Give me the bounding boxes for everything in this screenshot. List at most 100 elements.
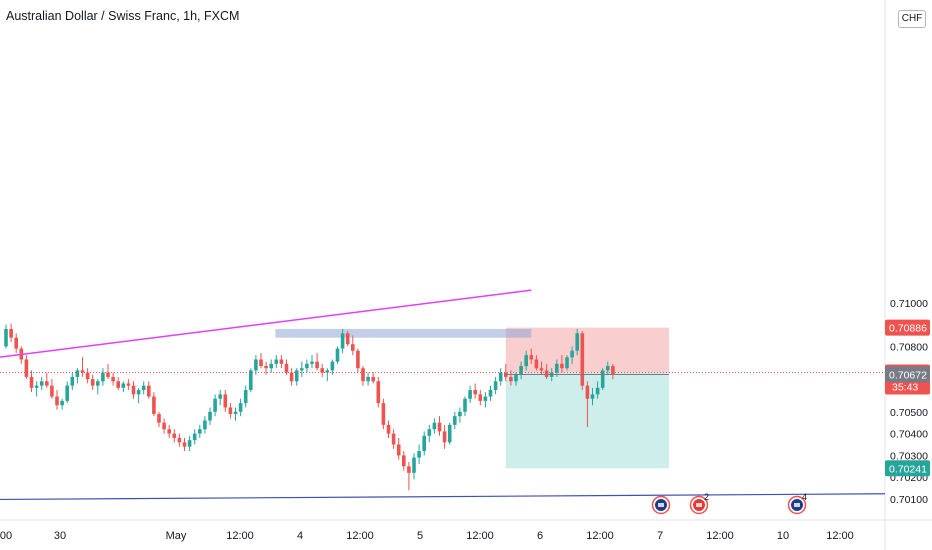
resistance-trendline[interactable] bbox=[0, 289, 532, 358]
candle-body bbox=[172, 433, 177, 438]
candle-body bbox=[447, 424, 452, 443]
candle bbox=[345, 331, 350, 347]
candle bbox=[259, 352, 263, 369]
price-tick-label: 0.70500 bbox=[890, 407, 928, 419]
flag-detail bbox=[696, 503, 702, 507]
candle-body bbox=[493, 381, 498, 390]
candle-body bbox=[34, 385, 39, 388]
candle-body bbox=[320, 368, 324, 373]
candle-body bbox=[407, 466, 411, 473]
candle bbox=[447, 422, 452, 445]
time-tick-label: 12:00 bbox=[826, 530, 854, 542]
price-tick-label: 0.70800 bbox=[890, 341, 928, 353]
candle-body bbox=[243, 390, 248, 404]
risk-zone[interactable] bbox=[505, 327, 669, 373]
candle-body bbox=[223, 394, 228, 408]
candle bbox=[529, 348, 534, 364]
candle bbox=[391, 429, 396, 449]
candle bbox=[488, 385, 493, 401]
candle-body bbox=[177, 437, 182, 443]
candle-body bbox=[473, 390, 477, 395]
candle bbox=[356, 348, 360, 373]
candle-body bbox=[524, 355, 528, 367]
candle-body bbox=[131, 385, 136, 395]
candle bbox=[55, 390, 59, 410]
candle bbox=[85, 368, 90, 384]
candle bbox=[437, 416, 442, 436]
candle-body bbox=[305, 363, 309, 369]
candle bbox=[458, 407, 462, 423]
candle-body bbox=[412, 457, 416, 473]
candle bbox=[96, 379, 100, 395]
candle bbox=[39, 376, 44, 390]
candle bbox=[600, 368, 605, 390]
candle-body bbox=[9, 328, 13, 338]
candle bbox=[4, 324, 8, 349]
stop-price-tag: 0.70241 bbox=[889, 463, 927, 475]
candle-body bbox=[544, 370, 549, 377]
candle bbox=[126, 379, 131, 390]
candle bbox=[233, 407, 238, 421]
candle-body bbox=[136, 390, 141, 395]
candle bbox=[198, 424, 202, 438]
candle bbox=[141, 381, 146, 395]
candle-body bbox=[203, 420, 207, 430]
candle bbox=[238, 398, 243, 417]
candle bbox=[264, 361, 268, 375]
candle bbox=[320, 363, 324, 377]
candle bbox=[442, 424, 447, 449]
candle-body bbox=[147, 385, 151, 397]
candle-body bbox=[70, 376, 75, 386]
time-tick-label: 00 bbox=[0, 530, 12, 542]
candle bbox=[340, 328, 345, 353]
candle bbox=[555, 359, 559, 377]
resistance-zone[interactable] bbox=[275, 328, 532, 338]
candle bbox=[376, 376, 381, 408]
candle-body bbox=[24, 359, 29, 377]
candle-body bbox=[422, 435, 426, 452]
candle-body bbox=[264, 366, 268, 369]
candle-body bbox=[351, 344, 355, 351]
candle-body bbox=[376, 381, 381, 404]
candle bbox=[539, 361, 544, 375]
candle bbox=[422, 431, 426, 456]
candle-body bbox=[432, 422, 437, 430]
candle-body bbox=[514, 374, 518, 382]
candle-body bbox=[310, 361, 314, 364]
candle-body bbox=[570, 350, 574, 358]
candle-body bbox=[417, 451, 421, 458]
candle bbox=[560, 355, 564, 373]
candle bbox=[478, 390, 483, 406]
candle bbox=[279, 355, 284, 369]
candle-body bbox=[106, 372, 110, 377]
candle-body bbox=[29, 376, 34, 388]
candle-body bbox=[152, 396, 156, 414]
candle bbox=[147, 381, 151, 399]
candle bbox=[498, 368, 503, 386]
candle bbox=[371, 372, 375, 384]
candle bbox=[203, 416, 207, 434]
time-axis[interactable]: 00 30 May 12:00 4 12:00 5 12:00 6 12:00 7 12:00 10 12… bbox=[0, 530, 854, 542]
candle bbox=[182, 437, 187, 452]
candle-body bbox=[386, 424, 391, 434]
currency-label[interactable]: CHF bbox=[898, 10, 926, 28]
candle-body bbox=[126, 383, 131, 386]
candle bbox=[289, 368, 294, 386]
support-trendline[interactable] bbox=[0, 493, 886, 501]
candle-body bbox=[575, 333, 579, 351]
time-tick-label: 10 bbox=[777, 530, 789, 542]
candle bbox=[402, 451, 406, 471]
candle-body bbox=[55, 396, 59, 406]
candle bbox=[366, 372, 370, 386]
candle bbox=[381, 398, 386, 430]
candle bbox=[575, 328, 579, 356]
candle bbox=[208, 407, 212, 425]
candle-body bbox=[198, 429, 202, 434]
candle-body bbox=[141, 385, 146, 390]
candle-body bbox=[371, 376, 375, 382]
candle bbox=[580, 331, 585, 390]
candle-body bbox=[606, 366, 610, 371]
candle-body bbox=[39, 381, 44, 386]
